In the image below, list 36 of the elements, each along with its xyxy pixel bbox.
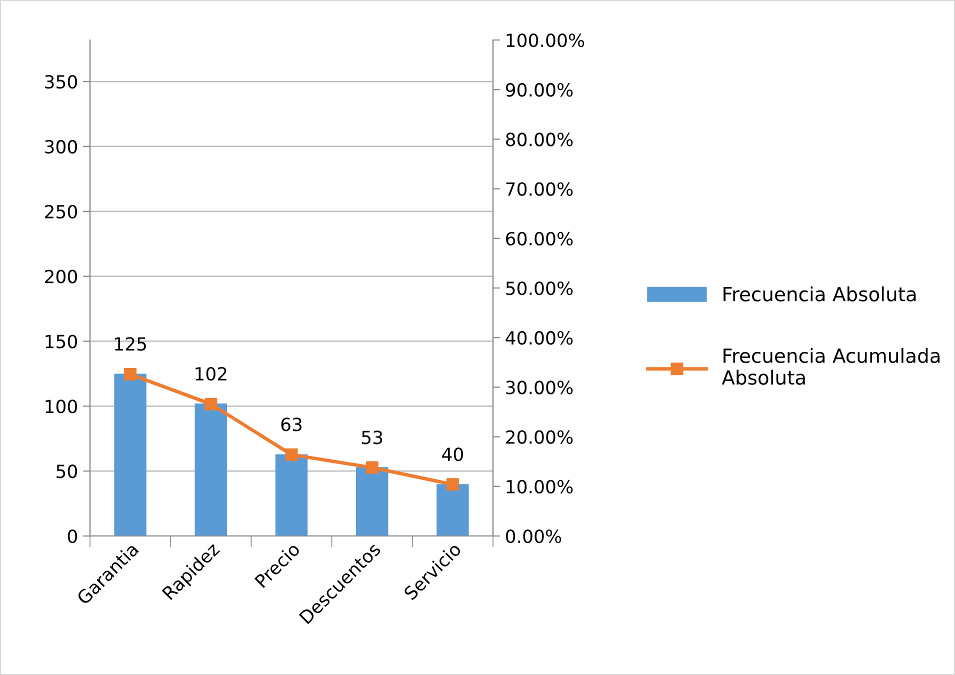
bar [356, 467, 388, 536]
legend-label: Frecuencia Acumulada Absoluta [722, 348, 940, 385]
bar [194, 404, 228, 536]
y-tick-label: 350 [45, 75, 77, 89]
data-label: 40 [442, 447, 463, 462]
y-tick-label: 200 [45, 270, 77, 284]
y2-tick-label: 90.00% [506, 83, 573, 97]
y2-tick-label: 100.00% [506, 33, 584, 48]
y-tick-label: 250 [45, 204, 77, 219]
point [124, 368, 137, 381]
data-label: 63 [281, 418, 302, 432]
bar [114, 374, 146, 536]
y-tick-label: 300 [45, 140, 77, 154]
y2-tick-label: 50.00% [506, 281, 573, 296]
y-tick-label: 150 [46, 334, 77, 348]
point [366, 461, 378, 474]
y2-tick-label: 20.00% [506, 430, 573, 444]
y2-tick-label: 60.00% [506, 232, 573, 246]
y-tick-label: 0 [68, 529, 77, 544]
y2-tick-label: 70.00% [506, 182, 573, 196]
data-label: 102 [196, 366, 226, 381]
y2-tick-label: 80.00% [506, 132, 573, 146]
data-label: 53 [362, 430, 382, 444]
y2-tick-label: 10.00% [506, 480, 573, 494]
y-tick-label: 100 [46, 400, 77, 414]
point [446, 478, 459, 491]
y2-tick-label: 30.00% [506, 380, 573, 394]
bar [275, 454, 308, 536]
y-tick-label: 50 [56, 464, 77, 478]
point [204, 398, 218, 410]
y2-tick-label: 0.00% [506, 529, 562, 544]
bar [436, 484, 469, 536]
data-label: 125 [115, 337, 146, 351]
legend-label: Frecuencia Absoluta [724, 286, 916, 302]
point [285, 448, 298, 461]
y2-tick-label: 40.00% [506, 331, 573, 345]
